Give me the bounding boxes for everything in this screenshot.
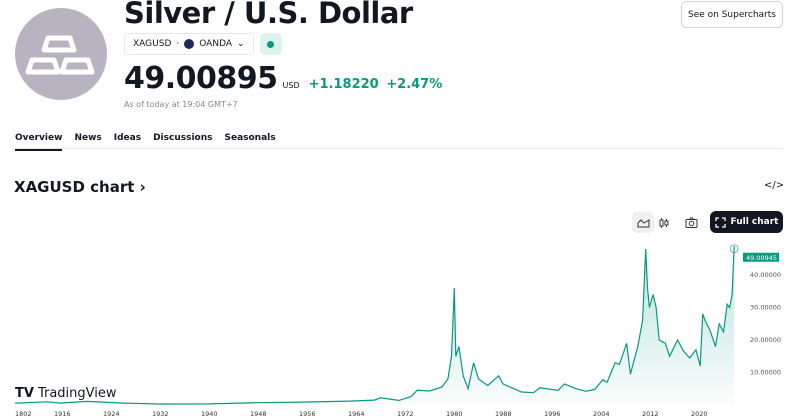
x-tick-label: 1956 — [299, 410, 316, 418]
x-tick-label: 1972 — [397, 410, 414, 418]
camera-icon — [685, 217, 697, 228]
last-point-marker — [729, 244, 739, 254]
status-dot-icon — [267, 40, 275, 48]
tab-news[interactable]: News — [74, 133, 102, 143]
tab-seasonals[interactable]: Seasonals — [224, 133, 276, 143]
y-tick-label: 10.00000 — [750, 369, 781, 377]
x-tick-label: 2004 — [593, 410, 610, 418]
price-change: +1.18220 +2.47% — [309, 77, 443, 92]
tab-bar: Overview News Ideas Discussions Seasonal… — [15, 133, 276, 151]
tab-ideas[interactable]: Ideas — [113, 133, 142, 143]
price-row: 49.00895 USD +1.18220 +2.47% — [124, 61, 442, 96]
change-percent: +2.47% — [386, 77, 443, 92]
chart-title: XAGUSD chart — [14, 178, 135, 196]
oanda-icon — [184, 39, 195, 49]
full-chart-label: Full chart — [730, 217, 779, 227]
chevron-right-icon: › — [139, 178, 146, 196]
x-tick-label: 1980 — [446, 410, 463, 418]
silver-bars-logo — [15, 8, 107, 100]
embed-code-icon[interactable]: </> — [764, 180, 785, 191]
page-title: Silver / U.S. Dollar — [124, 0, 413, 30]
candles-icon — [659, 217, 669, 228]
symbol-row: XAGUSD · OANDA ⌄ — [124, 33, 282, 55]
x-tick-label: 2020 — [691, 410, 708, 418]
symbol-label: XAGUSD — [133, 39, 172, 49]
price-chart[interactable]: 10.00000 20.00000 30.00000 40.00000 1802 1916… — [0, 238, 800, 420]
full-chart-button[interactable]: Full chart — [710, 211, 783, 233]
x-tick-label: 1964 — [348, 410, 365, 418]
tab-overview[interactable]: Overview — [15, 133, 63, 151]
timestamp: As of today at 19:04 GMT+7 — [124, 100, 238, 109]
exchange-label: OANDA — [199, 39, 232, 49]
x-tick-label: 1940 — [201, 410, 218, 418]
change-value: +1.18220 — [308, 77, 379, 92]
market-status-badge[interactable] — [259, 33, 282, 55]
price-line — [14, 245, 735, 405]
y-tick-label: 30.00000 — [750, 304, 781, 312]
x-tick-label: 2012 — [642, 410, 659, 418]
see-on-supercharts-button[interactable]: See on Supercharts — [681, 1, 783, 28]
x-tick-label: 1948 — [250, 410, 267, 418]
separator: · — [176, 39, 180, 49]
tab-discussions[interactable]: Discussions — [153, 133, 213, 143]
x-tick-label: 1924 — [103, 410, 120, 418]
area-chart-icon — [637, 218, 649, 227]
chevron-down-icon: ⌄ — [237, 39, 245, 49]
price-value: 49.00895 — [124, 61, 278, 96]
candles-button[interactable] — [654, 212, 674, 233]
x-tick-label: 1988 — [495, 410, 512, 418]
x-tick-label: 1932 — [152, 410, 169, 418]
x-tick-label: 1996 — [544, 410, 561, 418]
tradingview-logo-icon: TV — [15, 386, 34, 401]
x-tick-label: 1802 — [15, 410, 32, 418]
last-value-label: 49.00945 — [746, 254, 777, 262]
snapshot-button[interactable] — [680, 212, 702, 233]
fullscreen-icon — [714, 216, 726, 228]
y-tick-label: 20.00000 — [750, 336, 781, 344]
x-tick-label: 1916 — [54, 410, 71, 418]
tradingview-watermark: TV TradingView — [15, 386, 116, 401]
symbol-selector[interactable]: XAGUSD · OANDA ⌄ — [124, 33, 254, 55]
watermark-text: TradingView — [37, 386, 117, 401]
y-tick-label: 40.00000 — [750, 271, 781, 279]
currency-label: USD — [282, 81, 300, 90]
divider — [15, 148, 783, 149]
price-area-fill — [15, 245, 735, 405]
silver-bars-icon — [25, 35, 95, 75]
area-chart-button[interactable] — [632, 212, 654, 233]
chart-title-link[interactable]: XAGUSD chart › — [14, 178, 146, 196]
last-value-badge — [743, 252, 779, 262]
